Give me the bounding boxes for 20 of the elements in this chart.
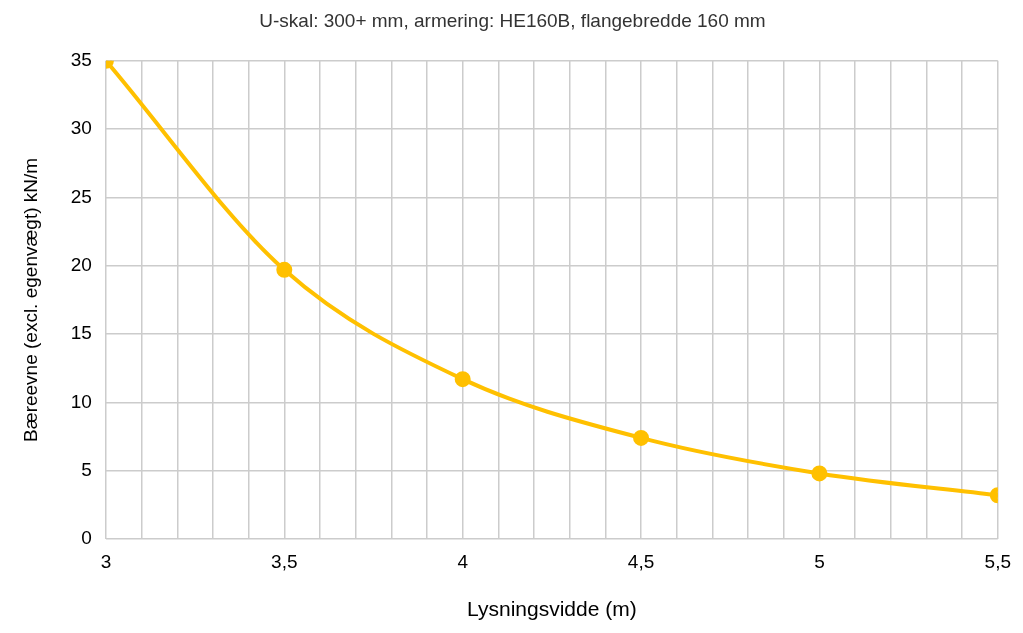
- y-tick-label: 35: [70, 49, 92, 71]
- point: [633, 429, 650, 446]
- y-tick-label: 15: [70, 322, 92, 344]
- x-tick-label: 4: [457, 550, 469, 572]
- y-tick-label: 0: [81, 527, 92, 549]
- point: [454, 371, 471, 388]
- y-tick-label: 5: [81, 458, 92, 480]
- y-axis-title: Bæreevne (excl. egenvægt) kN/m: [19, 157, 41, 442]
- x-tick-label: 4,5: [627, 550, 655, 572]
- chart-title: U-skal: 300+ mm, armering: HE160B, flangebredde 160 mm: [259, 9, 766, 31]
- y-tick-label: 25: [70, 185, 92, 207]
- x-tick-label: 5,5: [984, 550, 1011, 572]
- point: [276, 261, 293, 278]
- y-tick-label: 20: [70, 253, 92, 275]
- y-tick-label: 30: [70, 117, 92, 139]
- x-tick-label: 3: [100, 550, 112, 572]
- x-tick-label: 3,5: [271, 550, 298, 572]
- x-tick-label: 5: [814, 550, 825, 572]
- y-tick-label: 10: [70, 390, 92, 412]
- x-axis-title: Lysningsvidde (m): [467, 597, 637, 621]
